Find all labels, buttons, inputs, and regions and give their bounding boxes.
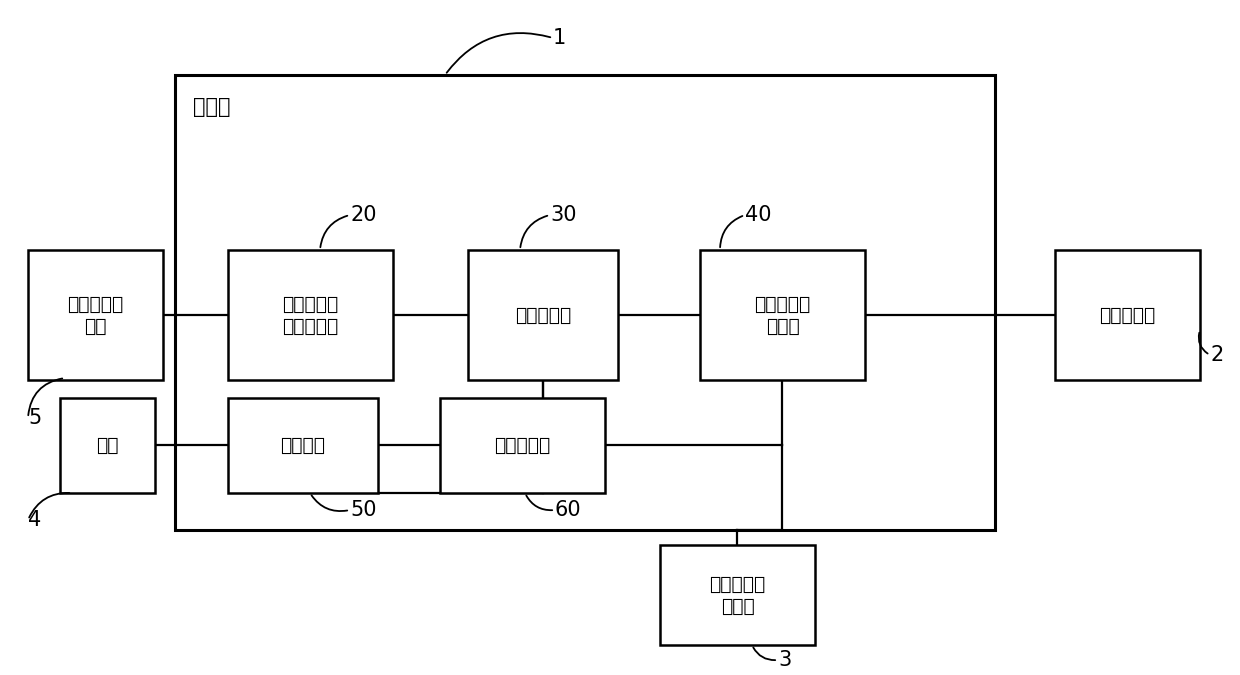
- Text: 电源: 电源: [97, 436, 119, 455]
- Text: 蜂鸣器模块: 蜂鸣器模块: [495, 436, 551, 455]
- Text: 降压模块: 降压模块: [280, 436, 325, 455]
- Text: 状态灯继电
器模块: 状态灯继电 器模块: [754, 294, 811, 335]
- Text: 能量指示灯
继电器模块: 能量指示灯 继电器模块: [283, 294, 339, 335]
- Text: 60: 60: [556, 500, 582, 520]
- Text: 状态灯模块: 状态灯模块: [1100, 306, 1156, 325]
- Bar: [1055, 250, 1200, 380]
- Bar: [228, 398, 378, 493]
- Bar: [467, 250, 618, 380]
- Bar: [175, 75, 994, 530]
- Bar: [60, 398, 155, 493]
- Bar: [29, 250, 162, 380]
- Bar: [228, 250, 393, 380]
- Text: 控制器: 控制器: [193, 97, 231, 117]
- Text: 30: 30: [551, 205, 577, 225]
- Text: 40: 40: [745, 205, 771, 225]
- Text: 3: 3: [777, 650, 791, 670]
- Bar: [660, 545, 815, 645]
- Text: 20: 20: [350, 205, 377, 225]
- Text: 1: 1: [553, 28, 567, 48]
- Text: 八档模式选
择开关: 八档模式选 择开关: [709, 574, 765, 616]
- Text: 2: 2: [1210, 345, 1223, 365]
- Text: 4: 4: [29, 510, 41, 530]
- Bar: [440, 398, 605, 493]
- Text: 5: 5: [29, 408, 41, 428]
- Bar: [701, 250, 866, 380]
- Text: 单片机电路: 单片机电路: [515, 306, 572, 325]
- Text: 50: 50: [350, 500, 377, 520]
- Text: 能量指示灯
模块: 能量指示灯 模块: [67, 294, 124, 335]
